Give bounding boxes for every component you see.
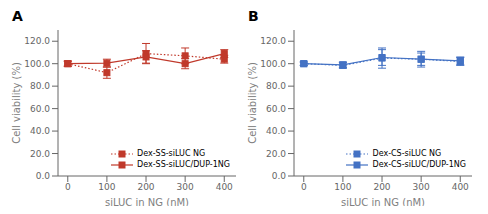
svg-text:100: 100	[98, 182, 115, 192]
svg-text:Cell viability (%): Cell viability (%)	[247, 62, 258, 144]
svg-text:60.0: 60.0	[30, 104, 50, 114]
svg-text:100.0: 100.0	[260, 59, 286, 69]
html-text:Dex-SS-siLUC/DUP-1NG: Dex-SS-siLUC/DUP-1NG	[137, 160, 230, 169]
svg-text:100: 100	[334, 182, 351, 192]
svg-text:40.0: 40.0	[266, 126, 286, 136]
svg-text:100.0: 100.0	[24, 59, 50, 69]
svg-text:0.0: 0.0	[272, 171, 287, 181]
svg-text:300: 300	[177, 182, 194, 192]
svg-text:200: 200	[373, 182, 390, 192]
svg-text:20.0: 20.0	[30, 149, 50, 159]
html-text:B: B	[248, 8, 259, 24]
svg-text:200: 200	[137, 182, 154, 192]
svg-text:80.0: 80.0	[266, 81, 286, 91]
svg-text:300: 300	[413, 182, 430, 192]
svg-text:400: 400	[216, 182, 233, 192]
html-text:Dex-CS-siLUC NG: Dex-CS-siLUC NG	[372, 149, 442, 158]
svg-text:80.0: 80.0	[30, 81, 50, 91]
html-text:Dex-SS-siLUC NG: Dex-SS-siLUC NG	[137, 149, 206, 158]
svg-text:0: 0	[65, 182, 71, 192]
svg-text:60.0: 60.0	[266, 104, 286, 114]
svg-text:0: 0	[301, 182, 307, 192]
svg-text:siLUC in NG (nM): siLUC in NG (nM)	[105, 197, 189, 206]
svg-text:40.0: 40.0	[30, 126, 50, 136]
svg-text:0.0: 0.0	[36, 171, 51, 181]
svg-text:Cell viability (%): Cell viability (%)	[11, 62, 22, 144]
svg-text:20.0: 20.0	[266, 149, 286, 159]
html-text:Dex-CS-siLUC/DUP-1NG: Dex-CS-siLUC/DUP-1NG	[372, 160, 466, 169]
svg-text:120.0: 120.0	[260, 36, 286, 46]
html-text:A: A	[12, 8, 23, 24]
svg-text:siLUC in NG (nM): siLUC in NG (nM)	[341, 197, 425, 206]
svg-text:120.0: 120.0	[24, 36, 50, 46]
svg-text:400: 400	[452, 182, 469, 192]
